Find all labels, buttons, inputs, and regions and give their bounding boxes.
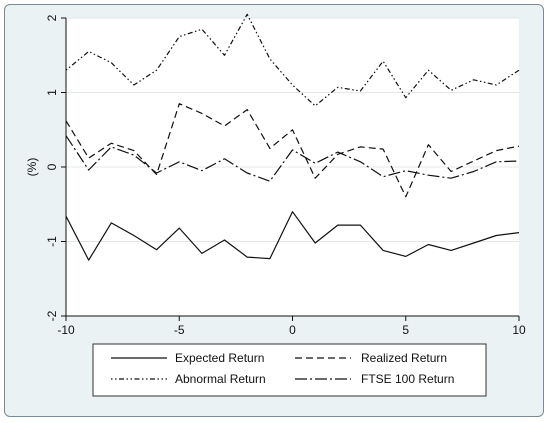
x-tick-label: 5	[402, 323, 409, 337]
series-lines	[65, 13, 520, 261]
legend: Expected Return Realized Return Abnormal R…	[111, 351, 454, 386]
legend-label: Abnormal Return	[175, 372, 266, 386]
legend-item-realized-return: Realized Return	[295, 351, 447, 365]
legend-label: FTSE 100 Return	[361, 372, 454, 386]
y-tick-label: 1	[45, 89, 59, 96]
x-tick-label: -10	[57, 323, 75, 337]
series-line-abnormal-return	[65, 13, 520, 107]
x-tick-label: -5	[174, 323, 185, 337]
y-tick-label: 0	[45, 163, 59, 170]
x-tick-label: 10	[512, 323, 526, 337]
legend-item-abnormal-return: Abnormal Return	[111, 372, 266, 386]
y-axis-title: (%)	[25, 158, 39, 177]
y-tick-label: 2	[45, 14, 59, 21]
series-line-expected-return	[65, 211, 520, 261]
legend-label: Realized Return	[361, 351, 447, 365]
axes: 210-1-2-10 -5 0 5 10	[45, 14, 526, 337]
legend-box	[92, 343, 487, 397]
series-line-realized-return	[65, 103, 520, 198]
legend-label: Expected Return	[175, 351, 264, 365]
legend-item-ftse-100-return: FTSE 100 Return	[295, 372, 454, 386]
x-tick-label: 0	[289, 323, 296, 337]
y-tick-label: -1	[45, 236, 59, 247]
y-tick-label: -2	[45, 310, 59, 321]
legend-item-expected-return: Expected Return	[111, 351, 264, 365]
series-line-ftse-100-return	[65, 135, 520, 182]
